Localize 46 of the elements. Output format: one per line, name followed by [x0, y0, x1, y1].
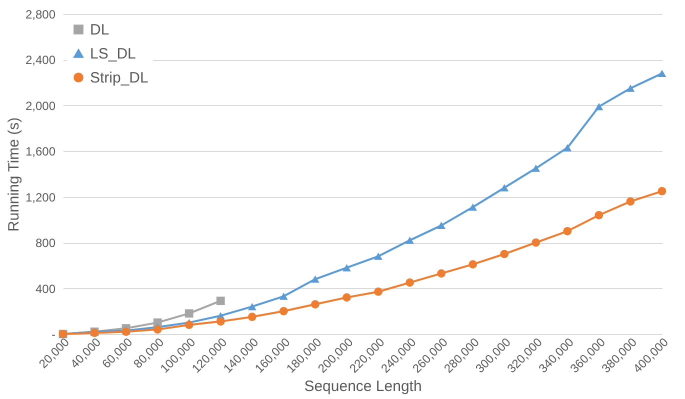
point	[532, 238, 540, 247]
point	[216, 296, 225, 306]
point	[248, 312, 256, 322]
point	[280, 306, 288, 316]
point	[342, 293, 351, 302]
y-tick-label: 1,600	[25, 144, 56, 159]
point	[658, 186, 666, 196]
y-tick-label: 2,000	[25, 98, 56, 113]
point	[280, 292, 288, 300]
point	[532, 164, 540, 172]
point	[500, 250, 509, 258]
y-tick-label: 400	[35, 282, 56, 296]
point	[248, 302, 256, 310]
point	[311, 300, 320, 308]
point	[594, 210, 604, 220]
point	[468, 260, 478, 268]
point	[626, 84, 635, 92]
point	[594, 102, 604, 110]
point	[153, 325, 162, 334]
point	[500, 184, 509, 192]
y-tick-label: 2,400	[25, 53, 56, 68]
point	[626, 197, 635, 206]
point	[563, 144, 572, 152]
point	[406, 236, 414, 244]
point	[342, 264, 351, 272]
legend-label: DL	[90, 22, 110, 38]
point	[184, 320, 194, 330]
point	[374, 252, 382, 260]
legend-label: Strip_DL	[90, 70, 148, 86]
y-tick-label: 800	[35, 236, 56, 250]
point	[374, 288, 382, 296]
point	[658, 70, 666, 78]
point	[406, 278, 414, 287]
point	[216, 317, 225, 326]
point	[437, 269, 446, 278]
y-tick-label: 2,800	[25, 8, 56, 22]
point	[311, 276, 320, 283]
y-tick-label: 1,200	[25, 190, 56, 204]
point	[563, 226, 572, 236]
y-tick-label: -	[52, 328, 56, 342]
point	[468, 204, 478, 211]
x-axis-title: Sequence Length	[304, 378, 422, 395]
point	[184, 309, 194, 318]
y-axis-title: Running Time (s)	[5, 117, 22, 232]
point	[437, 222, 446, 230]
legend-label: LS_DL	[90, 46, 136, 62]
